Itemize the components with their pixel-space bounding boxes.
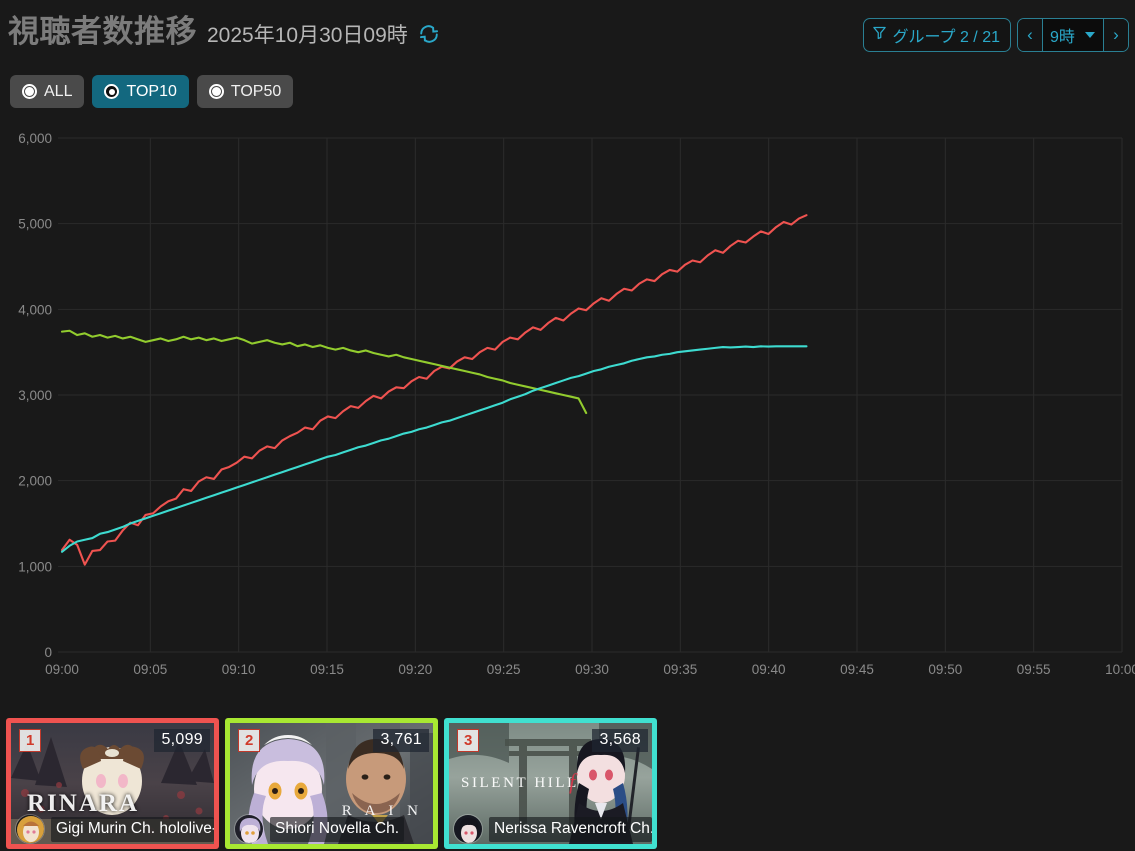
svg-text:3,000: 3,000 (18, 388, 52, 403)
viewer-count-badge: 5,099 (154, 729, 210, 752)
rank-badge: 2 (238, 729, 261, 752)
group-filter-label: グループ 2 / 21 (892, 28, 1000, 46)
stream-card-inner: R A I N 2 3,761 Shiori Novella Ch. (230, 723, 433, 844)
svg-text:09:55: 09:55 (1017, 662, 1051, 677)
svg-text:09:30: 09:30 (575, 662, 609, 677)
channel-name-bar: Gigi Murin Ch. hololive-EN (11, 814, 214, 844)
top-streams-card-list: RINARA 1 5,099 Gigi Murin Ch. hololive-E… (6, 718, 657, 849)
hour-next-button[interactable]: › (1104, 19, 1128, 51)
svg-text:SILENT HILL: SILENT HILL (461, 775, 579, 791)
svg-text:09:25: 09:25 (487, 662, 521, 677)
svg-text:09:45: 09:45 (840, 662, 874, 677)
chevron-down-icon (1084, 32, 1095, 38)
radio-icon-selected (104, 84, 120, 99)
svg-text:2,000: 2,000 (18, 474, 52, 489)
channel-name-bar: Shiori Novella Ch. (230, 814, 433, 844)
header-controls: グループ 2 / 21 ‹ 9時 › (863, 18, 1129, 52)
svg-text:0: 0 (44, 645, 52, 660)
svg-text:09:40: 09:40 (752, 662, 786, 677)
toggle-top50[interactable]: TOP50 (196, 75, 294, 108)
stream-card-inner: SILENT HILL f 3 3,568 Nerissa Ravencro (449, 723, 652, 844)
funnel-filter-icon (872, 25, 887, 45)
page-subtitle: 2025年10月30日09時 (207, 24, 408, 47)
title-row: 視聴者数推移 2025年10月30日09時 (8, 16, 440, 47)
hour-select-value: 9時 (1050, 29, 1075, 46)
hour-navigator: ‹ 9時 › (1017, 18, 1129, 52)
page-title: 視聴者数推移 (8, 14, 197, 49)
channel-name-bar: Nerissa Ravencroft Ch. (449, 814, 652, 844)
hour-prev-button[interactable]: ‹ (1018, 19, 1042, 51)
svg-text:09:10: 09:10 (222, 662, 256, 677)
channel-name: Gigi Murin Ch. hololive-EN (51, 816, 214, 842)
svg-text:09:00: 09:00 (45, 662, 79, 677)
svg-text:1,000: 1,000 (18, 559, 52, 574)
refresh-icon[interactable] (418, 23, 440, 45)
svg-text:f: f (569, 769, 578, 794)
page-header: 視聴者数推移 2025年10月30日09時 グループ 2 / 21 (0, 0, 1135, 68)
avatar (15, 814, 45, 844)
svg-text:6,000: 6,000 (18, 131, 52, 146)
svg-text:09:05: 09:05 (133, 662, 167, 677)
hour-select[interactable]: 9時 (1042, 19, 1104, 51)
toggle-top10[interactable]: TOP10 (92, 75, 189, 108)
svg-text:09:15: 09:15 (310, 662, 344, 677)
avatar (234, 814, 264, 844)
chart-svg: 0 1,000 2,000 3,000 4,000 5,000 6,000 09:00 09:0… (18, 131, 1135, 677)
svg-text:5,000: 5,000 (18, 217, 52, 232)
rank-badge: 1 (19, 729, 42, 752)
rank-filter-toggle-group: ALL TOP10 TOP50 (10, 75, 294, 108)
viewer-count-badge: 3,761 (373, 729, 429, 752)
rank-badge: 3 (457, 729, 480, 752)
viewer-count-line-chart[interactable]: 0 1,000 2,000 3,000 4,000 5,000 6,000 09:00 09:0… (0, 118, 1135, 688)
stream-card[interactable]: SILENT HILL f 3 3,568 Nerissa Ravencro (444, 718, 657, 849)
channel-name: Shiori Novella Ch. (270, 816, 405, 842)
svg-text:4,000: 4,000 (18, 302, 52, 317)
stream-card[interactable]: R A I N 2 3,761 Shiori Novella Ch. (225, 718, 438, 849)
avatar (453, 814, 483, 844)
channel-name: Nerissa Ravencroft Ch. (489, 816, 652, 842)
group-filter-button[interactable]: グループ 2 / 21 (863, 18, 1011, 52)
viewer-count-badge: 3,568 (592, 729, 648, 752)
radio-icon (208, 84, 224, 99)
svg-text:09:35: 09:35 (663, 662, 697, 677)
stream-card[interactable]: RINARA 1 5,099 Gigi Murin Ch. hololive-E… (6, 718, 219, 849)
toggle-top50-label: TOP50 (230, 82, 282, 100)
svg-text:09:20: 09:20 (398, 662, 432, 677)
toggle-all-label: ALL (44, 82, 73, 100)
toggle-all[interactable]: ALL (10, 75, 85, 108)
stream-card-inner: RINARA 1 5,099 Gigi Murin Ch. hololive-E… (11, 723, 214, 844)
toggle-top10-label: TOP10 (126, 82, 177, 100)
svg-text:10:00: 10:00 (1105, 662, 1135, 677)
radio-icon (22, 84, 37, 99)
svg-text:09:50: 09:50 (928, 662, 962, 677)
